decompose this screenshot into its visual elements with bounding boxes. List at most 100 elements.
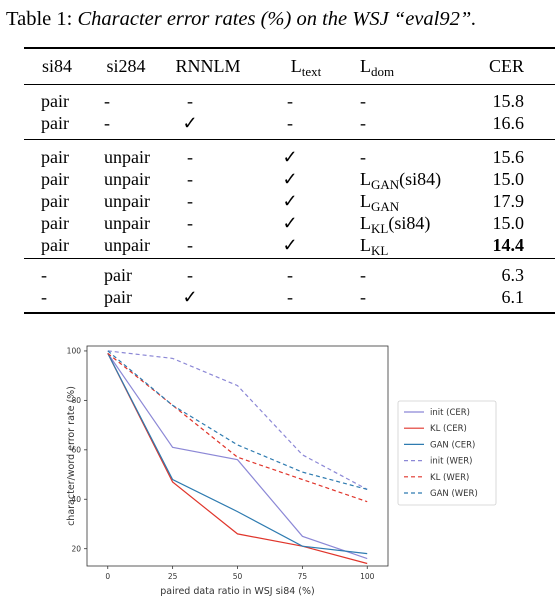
cell-rnnlm: - [187, 235, 193, 255]
header-ldom-sub: dom [371, 64, 395, 79]
header-rule [24, 84, 555, 85]
cell-ldom-sub: GAN [371, 199, 400, 214]
y-tick-label: 60 [71, 445, 81, 454]
legend-label: init (WER) [430, 457, 472, 467]
cell-ldom: LGAN(si84) [360, 168, 441, 196]
cell-rnnlm: - [187, 169, 193, 189]
cell-ldom-main: L [360, 191, 371, 211]
cell-cer: 14.4 [492, 235, 525, 255]
y-tick-label: 40 [71, 495, 81, 504]
series-line-kl-wer [107, 352, 368, 503]
cell-ldom-sub: GAN [371, 177, 400, 192]
cell-si84: - [41, 287, 47, 307]
cell-si284: - [104, 113, 110, 133]
caption-text: Character error rates (%) on the WSJ “ev… [77, 8, 477, 30]
cell-cer: 17.9 [492, 191, 525, 211]
cell-ltext: - [287, 265, 293, 285]
series-line-init-cer [107, 353, 368, 560]
cell-ltext: ✓ [282, 191, 298, 211]
legend-label: init (CER) [430, 408, 470, 418]
cell-si284: unpair [104, 169, 150, 189]
y-tick-label: 80 [71, 396, 81, 405]
cell-si84: pair [41, 235, 69, 255]
caption-label: Table 1: [6, 8, 73, 30]
cell-cer: 6.3 [501, 265, 525, 285]
cell-ldom: - [360, 286, 366, 314]
legend-label: KL (CER) [430, 424, 467, 434]
cell-si84: pair [41, 91, 69, 111]
group1-rule [24, 139, 555, 140]
cell-ldom-main: L [360, 169, 371, 189]
table-caption: Table 1: Character error rates (%) on th… [6, 6, 476, 32]
legend-label: GAN (CER) [430, 440, 475, 450]
cell-si84: pair [41, 113, 69, 133]
group2-rule [24, 258, 555, 259]
cell-ldom-main: - [360, 113, 366, 133]
cell-rnnlm: - [187, 147, 193, 167]
cell-rnnlm: - [187, 91, 193, 111]
cell-ldom: LKL [360, 234, 388, 262]
header-cer: CER [488, 56, 524, 76]
y-tick-label: 20 [71, 544, 81, 553]
cell-ldom-suffix: (si84) [399, 169, 442, 189]
cell-ldom-main: - [360, 147, 366, 167]
cell-ldom-sub: KL [371, 243, 389, 258]
cell-ltext: ✓ [282, 235, 298, 255]
plot-axes: 0 25 50 75 100 20 40 60 80 100 paired data ratio i… [66, 345, 389, 597]
y-axis-label: character/word error rate (%) [66, 386, 77, 526]
cell-rnnlm: ✓ [182, 287, 198, 307]
cell-ltext: - [287, 91, 293, 111]
x-tick-label: 25 [168, 572, 178, 581]
cell-cer: 15.6 [492, 147, 525, 167]
cell-ltext: - [287, 113, 293, 133]
series-lines [107, 350, 368, 565]
header-ldom-main: L [360, 56, 371, 76]
cell-cer: 16.6 [492, 113, 525, 133]
cell-si284: pair [104, 287, 132, 307]
cell-si84: pair [41, 169, 69, 189]
cell-si284: unpair [104, 213, 150, 233]
legend-label: GAN (WER) [430, 489, 478, 499]
cell-si84: pair [41, 213, 69, 233]
cell-rnnlm: - [187, 265, 193, 285]
cell-si84: pair [41, 191, 69, 211]
cell-ldom: - [360, 112, 366, 140]
error-rate-chart: 0 25 50 75 100 20 40 60 80 100 paired data ratio i… [66, 345, 497, 597]
x-tick-label: 75 [298, 572, 308, 581]
chart-legend: init (CER) KL (CER) GAN (CER) init (WER) KL … [397, 400, 497, 506]
cell-si284: - [104, 91, 110, 111]
cell-ldom: - [360, 90, 366, 118]
cell-ltext: - [287, 287, 293, 307]
cell-ldom-main: - [360, 287, 366, 307]
cell-ldom: - [360, 146, 366, 174]
cell-ldom: LGAN [360, 190, 399, 218]
cell-si84: - [41, 265, 47, 285]
header-rnnlm: RNNLM [175, 56, 241, 76]
y-tick-label: 100 [67, 347, 82, 356]
cell-ldom-main: - [360, 265, 366, 285]
series-line-kl-cer [107, 353, 368, 565]
cell-ldom: - [360, 264, 366, 292]
cell-ldom: LKL(si84) [360, 212, 430, 240]
cell-ldom-suffix: (si84) [388, 213, 431, 233]
cell-cer: 15.8 [492, 91, 525, 111]
cell-ltext: ✓ [282, 213, 298, 233]
series-line-gan-cer [107, 353, 368, 555]
cell-ltext: ✓ [282, 169, 298, 189]
legend-label: KL (WER) [430, 473, 469, 483]
cell-ldom-main: - [360, 91, 366, 111]
header-si284: si284 [106, 56, 146, 76]
cell-cer: 15.0 [492, 169, 525, 189]
cell-rnnlm: ✓ [182, 113, 198, 133]
cell-si284: pair [104, 265, 132, 285]
x-tick-label: 0 [105, 572, 110, 581]
cell-si84: pair [41, 147, 69, 167]
header-ltext: Ltext [291, 55, 322, 83]
header-ltext-sub: text [301, 64, 322, 79]
header-ldom: Ldom [360, 55, 394, 83]
cell-cer: 6.1 [501, 287, 525, 307]
header-si84: si84 [41, 56, 73, 76]
cell-ldom-main: L [360, 235, 371, 255]
header-ltext-main: L [290, 56, 302, 76]
x-axis-label: paired data ratio in WSJ si84 (%) [160, 586, 315, 597]
